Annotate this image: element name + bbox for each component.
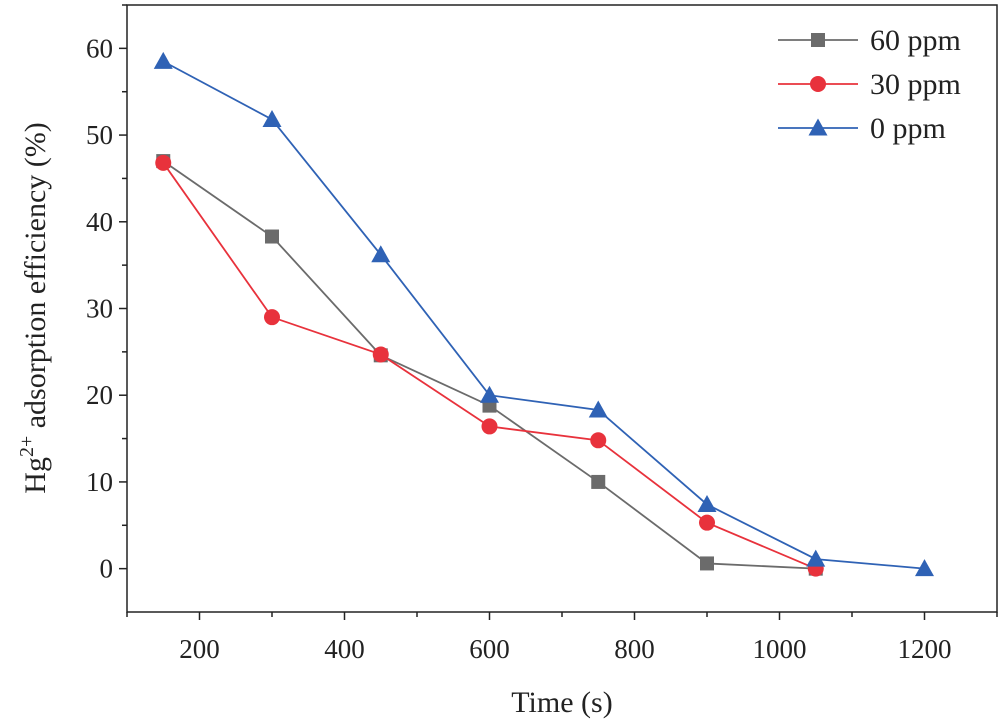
- legend-marker: [811, 33, 825, 47]
- legend-marker: [810, 76, 826, 92]
- y-axis-title-sup: 2+: [16, 436, 38, 457]
- data-point: [265, 229, 279, 244]
- legend-item: 30 ppm: [778, 68, 961, 101]
- y-axis-title-rest: adsorption efficiency (%): [19, 122, 52, 436]
- data-point: [700, 556, 714, 571]
- data-point: [153, 51, 173, 69]
- data-point: [699, 514, 715, 531]
- y-axis-ticks: 0 10 20 30 40 50 60: [86, 4, 127, 584]
- data-point: [590, 432, 607, 449]
- series-layer: [153, 51, 934, 577]
- series-line: [162, 60, 925, 570]
- legend-label: 60 ppm: [870, 24, 961, 57]
- data-point: [264, 309, 280, 326]
- data-point: [697, 494, 717, 512]
- legend-item: 0 ppm: [778, 112, 946, 145]
- data-point: [372, 346, 389, 363]
- y-tick-label: 50: [86, 120, 113, 150]
- y-tick-label: 20: [86, 380, 113, 410]
- y-tick-label: 10: [86, 467, 113, 497]
- x-axis-title: Time (s): [511, 686, 612, 719]
- data-point: [480, 385, 499, 403]
- series-2: [153, 51, 934, 577]
- legend-marker: [808, 118, 828, 136]
- y-tick-label: 40: [86, 207, 113, 237]
- x-axis-ticks: 200 400 600 800 1000 1200: [126, 612, 998, 664]
- y-axis-title: Hg2+ adsorption efficiency (%): [16, 122, 52, 493]
- x-tick-label: 200: [179, 634, 220, 664]
- series-1: [155, 154, 824, 577]
- legend-label: 0 ppm: [870, 112, 946, 145]
- legend: 60 ppm 30 ppm 0 ppm: [778, 24, 961, 145]
- data-point: [591, 474, 606, 489]
- x-tick-label: 1000: [753, 634, 807, 664]
- y-tick-label: 30: [86, 294, 113, 324]
- series-line: [162, 162, 817, 570]
- legend-item: 60 ppm: [778, 24, 961, 57]
- y-axis-title-main: Hg: [19, 457, 52, 494]
- plot-frame: [126, 4, 998, 613]
- data-point: [155, 154, 172, 171]
- data-point: [915, 559, 934, 577]
- x-tick-label: 400: [324, 634, 365, 664]
- x-tick-label: 800: [614, 634, 655, 664]
- data-point: [588, 400, 608, 418]
- legend-label: 30 ppm: [870, 68, 961, 101]
- y-tick-label: 60: [86, 33, 113, 63]
- series-line: [162, 160, 816, 570]
- data-point: [806, 549, 826, 567]
- data-point: [262, 109, 282, 127]
- data-point: [371, 245, 391, 263]
- y-tick-label: 0: [100, 554, 114, 584]
- data-point: [481, 418, 498, 435]
- x-tick-label: 1200: [898, 634, 952, 664]
- x-tick-label: 600: [469, 634, 510, 664]
